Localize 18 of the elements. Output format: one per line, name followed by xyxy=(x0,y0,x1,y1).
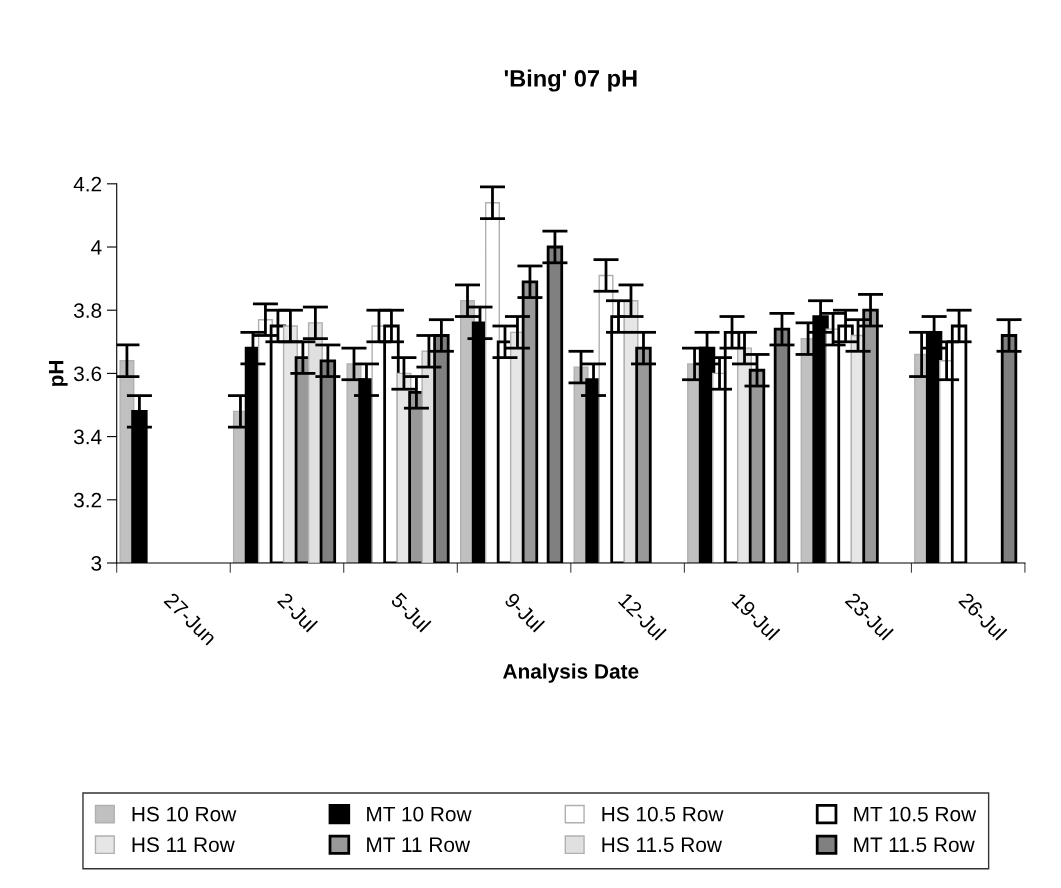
y-tick-label: 3.8 xyxy=(73,303,102,318)
legend-label: HS 10 Row xyxy=(132,806,237,822)
y-axis-title: pH xyxy=(48,360,68,386)
y-tick-label: 4 xyxy=(91,240,102,255)
legend-label: MT 11 Row xyxy=(367,837,471,853)
legend-label: MT 10 Row xyxy=(367,806,472,822)
legend-label: MT 11.5 Row xyxy=(854,837,975,853)
y-tick-label: 3.4 xyxy=(73,429,102,445)
y-tick-label: 3.2 xyxy=(73,492,102,508)
y-tick-label: 3 xyxy=(91,555,102,571)
x-axis-title: Analysis Date xyxy=(503,663,639,683)
legend-label: HS 10.5 Row xyxy=(602,806,724,822)
legend-label: HS 11.5 Row xyxy=(602,837,722,853)
legend-label: HS 11 Row xyxy=(132,837,235,853)
y-tick-label: 4.2 xyxy=(73,176,102,192)
legend-label: MT 10.5 Row xyxy=(854,806,977,822)
y-tick-label: 3.6 xyxy=(73,366,102,382)
chart-title: 'Bing' 07 pH xyxy=(504,69,637,92)
